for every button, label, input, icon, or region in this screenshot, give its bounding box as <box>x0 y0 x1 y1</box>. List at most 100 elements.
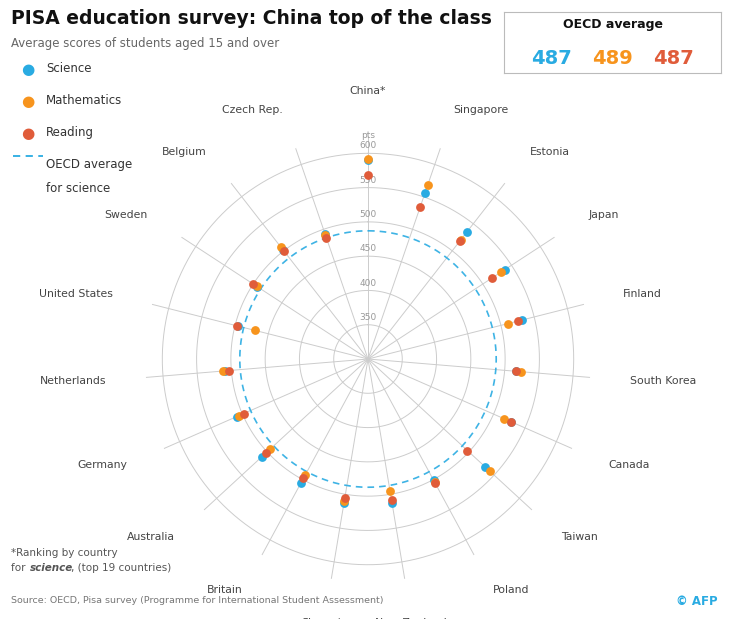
Point <box>238 409 250 418</box>
Text: pts: pts <box>361 131 375 140</box>
Text: Australia: Australia <box>127 532 174 542</box>
Text: Singapore: Singapore <box>453 105 509 115</box>
Text: , (top 19 countries): , (top 19 countries) <box>71 563 171 573</box>
Text: 489: 489 <box>592 49 633 68</box>
Point <box>503 319 514 329</box>
Point <box>386 495 397 505</box>
Point <box>260 448 272 458</box>
Point <box>479 462 491 472</box>
Point <box>429 478 441 488</box>
Text: 450: 450 <box>359 245 377 253</box>
Text: Science: Science <box>46 62 92 75</box>
Text: Average scores of students aged 15 and over: Average scores of students aged 15 and o… <box>11 37 279 50</box>
Point <box>217 366 229 376</box>
Point <box>278 246 290 256</box>
Point <box>422 180 434 189</box>
Text: for science: for science <box>46 182 110 195</box>
Text: © AFP: © AFP <box>676 595 718 608</box>
Point <box>454 236 466 246</box>
Point <box>256 452 268 462</box>
Text: PISA education survey: China top of the class: PISA education survey: China top of the … <box>11 9 492 28</box>
Point <box>300 470 311 480</box>
Text: Japan: Japan <box>588 210 618 220</box>
Point <box>224 366 236 376</box>
Point <box>486 273 498 283</box>
Point <box>249 326 261 335</box>
Point <box>277 245 289 254</box>
Point <box>495 267 507 277</box>
Point <box>362 155 374 165</box>
Text: 487: 487 <box>531 49 573 68</box>
Text: South Korea: South Korea <box>630 376 696 386</box>
Point <box>428 477 440 487</box>
Text: Canada: Canada <box>609 460 650 470</box>
Text: 500: 500 <box>359 210 377 219</box>
Point <box>499 265 511 275</box>
Point <box>219 366 231 376</box>
Point <box>231 321 243 331</box>
Text: 400: 400 <box>359 279 377 288</box>
Point <box>510 366 522 376</box>
Point <box>275 242 287 252</box>
Point <box>264 444 276 454</box>
Point <box>297 474 309 483</box>
Text: OECD average: OECD average <box>46 158 132 171</box>
Point <box>247 279 259 289</box>
Text: 600: 600 <box>359 141 377 150</box>
Text: Reading: Reading <box>46 126 94 139</box>
Point <box>295 478 307 488</box>
Text: for: for <box>11 563 29 573</box>
Text: Netherlands: Netherlands <box>40 376 106 386</box>
Point <box>233 411 244 421</box>
Text: Source: OECD, Pisa survey (Programme for International Student Assessment): Source: OECD, Pisa survey (Programme for… <box>11 596 383 605</box>
Text: Mathematics: Mathematics <box>46 94 123 107</box>
Text: Estonia: Estonia <box>529 147 570 157</box>
Text: Sweden: Sweden <box>105 210 148 220</box>
Text: Finland: Finland <box>623 290 662 300</box>
Point <box>362 170 374 180</box>
Point <box>505 417 517 426</box>
Point <box>484 467 496 477</box>
Point <box>320 233 332 243</box>
Point <box>362 155 374 165</box>
Text: OECD average: OECD average <box>563 19 662 32</box>
Text: China*: China* <box>350 86 386 96</box>
Point <box>498 413 509 423</box>
Point <box>231 412 243 422</box>
Point <box>384 486 396 496</box>
Point <box>461 446 473 456</box>
Point <box>419 188 431 198</box>
Point <box>319 229 331 239</box>
Point <box>232 321 244 331</box>
Point <box>339 496 350 506</box>
Point <box>512 316 524 326</box>
Point <box>414 202 426 212</box>
Text: ●: ● <box>21 94 35 109</box>
Text: ●: ● <box>21 126 35 141</box>
Text: Britain: Britain <box>207 586 243 595</box>
Text: ●: ● <box>21 62 35 77</box>
Point <box>516 315 528 325</box>
Text: *Ranking by country: *Ranking by country <box>11 548 118 558</box>
Text: United States: United States <box>39 290 113 300</box>
Point <box>515 366 527 376</box>
Text: 550: 550 <box>359 176 377 184</box>
Text: science: science <box>29 563 73 573</box>
Point <box>455 235 467 245</box>
Point <box>461 227 473 237</box>
Text: Czech Rep.: Czech Rep. <box>222 105 283 115</box>
Point <box>510 366 522 376</box>
Text: Poland: Poland <box>493 586 530 595</box>
Point <box>319 230 331 240</box>
Point <box>428 475 439 485</box>
Point <box>251 282 263 292</box>
Text: 487: 487 <box>653 49 694 68</box>
Text: 350: 350 <box>359 313 377 322</box>
Text: Germany: Germany <box>77 460 127 470</box>
Point <box>506 417 517 426</box>
Point <box>251 281 263 291</box>
Point <box>338 498 350 508</box>
Text: Belgium: Belgium <box>162 147 207 157</box>
Point <box>386 498 398 508</box>
Point <box>339 493 351 503</box>
